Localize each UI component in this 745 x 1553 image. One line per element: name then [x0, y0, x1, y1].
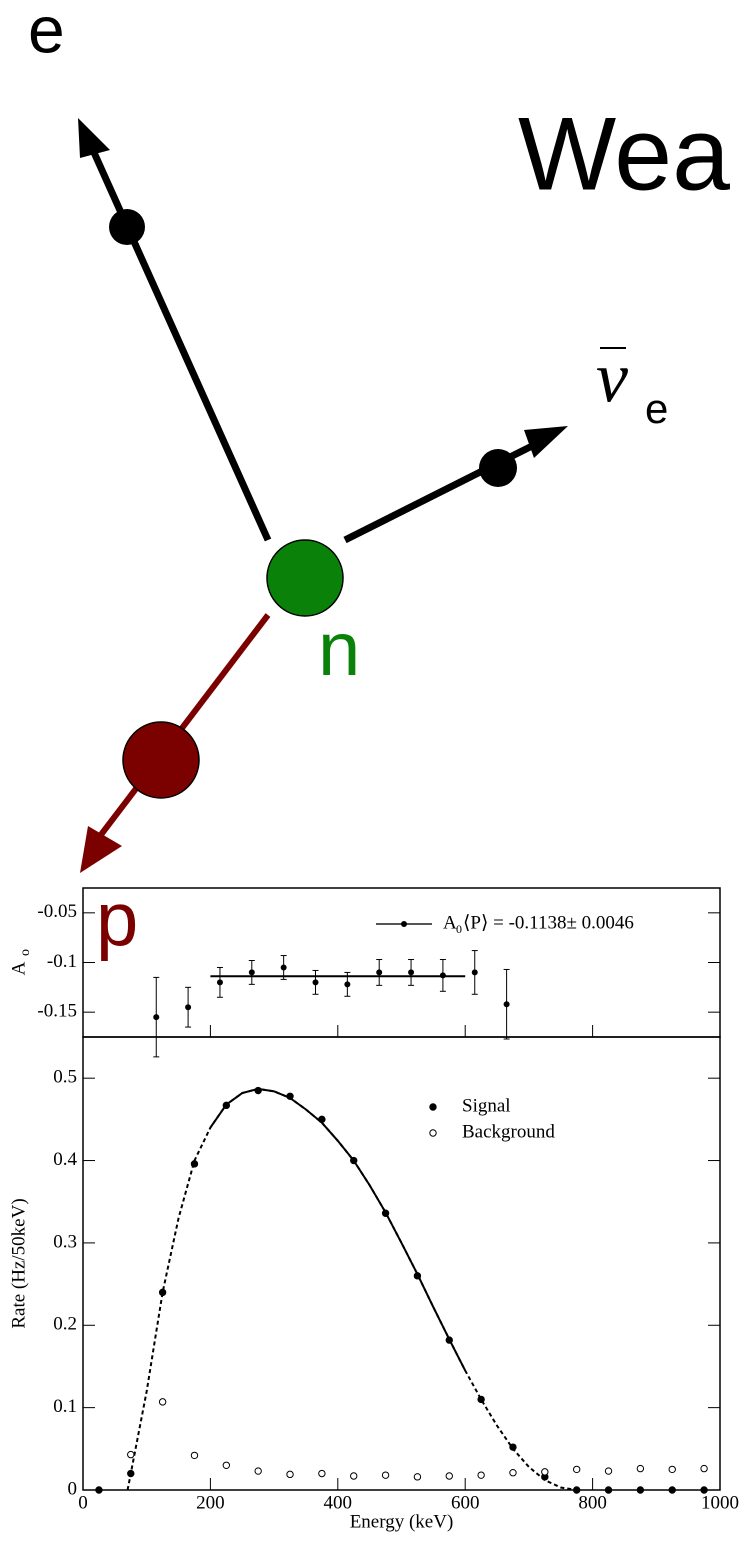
data-point — [216, 979, 223, 986]
neutron-dot — [266, 539, 344, 617]
data-point — [376, 969, 383, 976]
data-point — [604, 1486, 613, 1494]
legend-marker — [429, 1129, 437, 1137]
data-point — [254, 1467, 262, 1475]
data-point — [700, 1464, 708, 1473]
data-point — [318, 1469, 326, 1478]
neutrino-dot — [479, 449, 517, 487]
data-point — [413, 1272, 422, 1280]
y-tick-label: -0.05 — [37, 901, 77, 922]
legend-subscript: 0 — [456, 922, 462, 936]
plot-frame — [82, 887, 721, 1038]
data-point — [445, 1336, 453, 1344]
y-tick-label: 0.4 — [53, 1149, 77, 1170]
data-point — [381, 1471, 390, 1479]
x-tick-label: 200 — [196, 1492, 225, 1513]
y-tick-label: 0.5 — [53, 1067, 77, 1088]
data-point — [158, 1288, 167, 1297]
proton-arrow — [97, 613, 271, 838]
data-point — [477, 1395, 485, 1404]
data-point — [604, 1467, 613, 1475]
x-tick-label: 800 — [578, 1492, 607, 1513]
data-point — [471, 969, 478, 976]
legend-label: Signal — [462, 1095, 511, 1116]
electron-arrow — [88, 146, 272, 542]
data-point — [190, 1160, 199, 1168]
neutrino-subscript: e — [645, 385, 668, 432]
proton-dot — [122, 721, 200, 799]
data-point — [280, 964, 287, 971]
data-point — [636, 1486, 645, 1494]
data-point — [153, 1014, 160, 1021]
data-point — [222, 1461, 231, 1469]
neutron-label: n — [318, 607, 360, 692]
data-point — [509, 1443, 517, 1451]
data-point — [286, 1092, 294, 1101]
data-point — [700, 1486, 708, 1494]
legend-label: Background — [462, 1121, 555, 1142]
data-point — [350, 1472, 358, 1480]
y-tick-label: 0 — [68, 1478, 78, 1499]
data-point — [439, 972, 446, 979]
data-point — [286, 1470, 294, 1479]
y-tick-label: -0.1 — [47, 951, 77, 972]
electron-dot — [109, 209, 145, 245]
y-tick-label: 0.1 — [53, 1396, 77, 1417]
legend-label: ⟨P⟩ = -0.1138± 0.0046 — [463, 912, 634, 933]
data-point — [312, 979, 319, 986]
y-tick-label: -0.15 — [37, 1001, 77, 1022]
data-point — [127, 1450, 135, 1459]
data-point — [636, 1464, 645, 1473]
y-tick-label: 0.2 — [53, 1314, 77, 1335]
data-point — [222, 1101, 231, 1110]
legend-marker — [429, 1103, 437, 1111]
data-point — [503, 1001, 510, 1008]
data-point — [408, 969, 415, 976]
data-point — [344, 981, 351, 988]
data-point — [158, 1398, 167, 1406]
x-axis-title: Energy (keV) — [350, 1511, 454, 1532]
y-tick-label: 0.3 — [53, 1231, 77, 1252]
data-point — [509, 1469, 517, 1477]
electron-arrowhead — [78, 118, 110, 158]
proton-arrowhead — [80, 826, 122, 873]
data-point — [318, 1115, 326, 1124]
y-axis-title: Rate (Hz/50keV) — [8, 1198, 29, 1328]
title: Wea — [518, 96, 730, 212]
electron-label: e — [28, 0, 65, 66]
data-point — [541, 1468, 549, 1476]
data-point — [95, 1486, 103, 1494]
x-tick-label: 600 — [451, 1492, 480, 1513]
data-point — [413, 1473, 422, 1481]
plot-frame — [82, 1036, 721, 1491]
x-tick-label: 400 — [324, 1492, 353, 1513]
fit-curve — [126, 1087, 577, 1491]
proton-label: p — [96, 877, 138, 962]
data-point — [381, 1209, 390, 1217]
x-tick-label: 1000 — [701, 1492, 739, 1513]
data-point — [668, 1465, 676, 1474]
data-point — [350, 1156, 358, 1165]
fit-curve-solid — [209, 1087, 467, 1372]
neutrino-label: ν — [596, 338, 628, 418]
neutrino-arrowhead — [524, 426, 568, 458]
legend-marker — [401, 921, 407, 927]
data-point — [254, 1086, 262, 1095]
data-point — [190, 1451, 199, 1460]
data-point — [572, 1486, 581, 1494]
y-axis-subscript: o — [18, 949, 33, 956]
legend-label: A — [443, 912, 457, 933]
y-axis-title: A — [8, 961, 29, 975]
data-point — [668, 1486, 676, 1494]
data-point — [572, 1465, 581, 1474]
data-point — [127, 1469, 135, 1478]
x-tick-label: 0 — [78, 1492, 88, 1513]
data-point — [477, 1471, 485, 1479]
data-point — [445, 1472, 453, 1480]
data-point — [185, 1004, 192, 1011]
data-point — [248, 969, 255, 976]
